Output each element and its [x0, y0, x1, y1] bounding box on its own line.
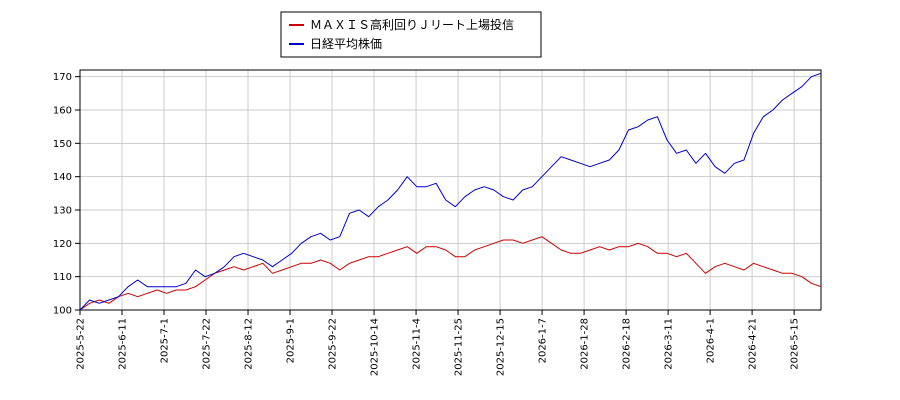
y-tick-label: 100	[53, 306, 72, 317]
x-tick-label: 2025-7-22	[202, 318, 213, 370]
x-tick-label: 2025-10-14	[370, 318, 381, 376]
x-tick-label: 2026-2-18	[622, 318, 633, 370]
x-tick-label: 2025-11-25	[454, 318, 465, 376]
x-axis: 2025-5-22 2025-6-11 2025-7-1 2025-7-22 2025-…	[76, 310, 801, 376]
x-tick-label: 2026-1-7	[538, 318, 549, 363]
x-tick-label: 2025-6-11	[118, 318, 129, 370]
series-line-2	[79, 72, 822, 311]
legend: ＭＡＸＩＳ高利回りＪリート上場投信 日経平均株価	[280, 11, 542, 58]
y-tick-label: 150	[53, 139, 72, 150]
y-axis: 100 110 120 130 140 150 160 170	[53, 72, 80, 317]
plot-area-frame	[79, 69, 822, 311]
x-tick-label: 2025-7-1	[160, 318, 171, 363]
y-tick-label: 120	[53, 239, 72, 250]
x-tick-label: 2026-5-15	[790, 318, 801, 370]
y-tick-label: 110	[53, 272, 72, 283]
x-tick-label: 2026-4-21	[748, 318, 759, 370]
y-tick-label: 130	[53, 206, 72, 217]
x-tick-label: 2025-12-15	[496, 318, 507, 376]
x-tick-label: 2026-1-28	[580, 318, 591, 370]
legend-label-series-2: 日経平均株価	[310, 36, 382, 51]
y-tick-label: 160	[53, 106, 72, 117]
legend-label-series-1: ＭＡＸＩＳ高利回りＪリート上場投信	[310, 17, 514, 32]
y-tick-label: 170	[53, 72, 72, 83]
x-tick-label: 2025-8-12	[244, 318, 255, 370]
x-tick-label: 2025-11-4	[412, 318, 423, 370]
series-line-1	[79, 236, 822, 311]
y-tick-label: 140	[53, 172, 72, 183]
x-tick-label: 2025-5-22	[76, 318, 87, 370]
legend-box	[280, 11, 542, 58]
series-layer	[79, 72, 822, 311]
grid	[79, 70, 821, 311]
x-tick-label: 2026-4-1	[706, 318, 717, 363]
x-tick-label: 2026-3-11	[664, 318, 675, 370]
x-tick-label: 2025-9-22	[328, 318, 339, 370]
x-tick-label: 2025-9-1	[286, 318, 297, 363]
